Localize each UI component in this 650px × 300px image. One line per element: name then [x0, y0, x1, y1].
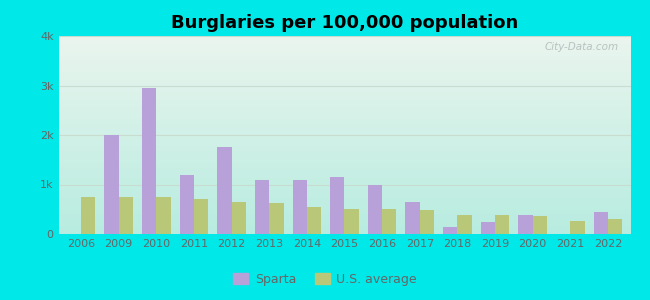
- Bar: [532, 216, 547, 234]
- Bar: [518, 215, 532, 234]
- Bar: [179, 175, 194, 234]
- Bar: [443, 226, 458, 234]
- Bar: [142, 88, 157, 234]
- Bar: [105, 135, 119, 234]
- Bar: [119, 197, 133, 234]
- Legend: Sparta, U.S. average: Sparta, U.S. average: [228, 268, 422, 291]
- Bar: [269, 203, 283, 234]
- Title: Burglaries per 100,000 population: Burglaries per 100,000 population: [171, 14, 518, 32]
- Bar: [194, 200, 208, 234]
- Bar: [495, 215, 510, 234]
- Bar: [307, 207, 321, 234]
- Bar: [217, 147, 231, 234]
- Bar: [330, 177, 344, 234]
- Bar: [481, 222, 495, 234]
- Bar: [406, 202, 420, 234]
- Bar: [420, 210, 434, 234]
- Bar: [81, 197, 96, 234]
- Bar: [570, 220, 584, 234]
- Bar: [368, 184, 382, 234]
- Bar: [292, 179, 307, 234]
- Bar: [157, 197, 171, 234]
- Bar: [593, 212, 608, 234]
- Bar: [255, 179, 269, 234]
- Bar: [231, 202, 246, 234]
- Text: City-Data.com: City-Data.com: [545, 42, 619, 52]
- Bar: [608, 219, 622, 234]
- Bar: [382, 209, 396, 234]
- Bar: [458, 215, 472, 234]
- Bar: [344, 209, 359, 234]
